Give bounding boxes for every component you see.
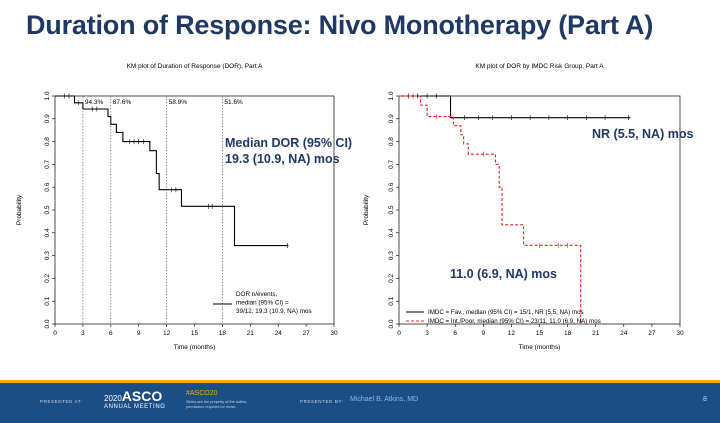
x-tick-label: 0 <box>397 330 401 337</box>
presenter-name: Michael B. Atkins, MD <box>350 396 419 403</box>
x-tick-label: 15 <box>191 330 199 337</box>
x-tick-label: 24 <box>620 330 628 337</box>
x-axis-label: Time (months) <box>174 344 216 351</box>
x-tick-label: 24 <box>275 330 283 337</box>
y-axis-label: Probability <box>16 194 23 225</box>
y-tick-label: 0.5 <box>44 205 51 214</box>
x-tick-label: 3 <box>425 330 429 337</box>
poor-median-annotation: 11.0 (6.9, NA) mos <box>450 267 557 281</box>
plot-frame <box>54 95 335 325</box>
landmark-label: 87.6% <box>113 99 132 106</box>
x-tick-label: 3 <box>81 330 85 337</box>
dor-km-chart: KM plot of Duration of Response (DOR), P… <box>8 56 358 376</box>
legend-text: 39/12, 19.3 (10.9, NA) mos <box>236 308 312 315</box>
y-tick-label: 0.5 <box>388 205 395 214</box>
y-tick-label: 0.7 <box>388 160 395 169</box>
landmark-label: 58.9% <box>169 99 188 106</box>
asco-logo: 2020ASCO <box>104 388 162 404</box>
x-tick-label: 12 <box>508 330 516 337</box>
y-tick-label: 0.0 <box>44 319 51 328</box>
y-tick-label: 1.0 <box>388 91 395 100</box>
y-tick-label: 0.9 <box>388 114 395 123</box>
footer-accent-stripe <box>0 380 720 383</box>
median-annotation: 19.3 (10.9, NA) mos <box>225 152 340 166</box>
legend-text: DOR n/events, <box>236 291 278 298</box>
landmark-label: 94.3% <box>85 99 104 106</box>
y-tick-label: 0.8 <box>44 137 51 146</box>
x-tick-label: 18 <box>564 330 572 337</box>
y-tick-label: 0.9 <box>44 114 51 123</box>
logo-year: 2020 <box>104 394 122 403</box>
logo-brand: ASCO <box>121 388 163 404</box>
y-tick-label: 0.0 <box>388 319 395 328</box>
landmark-label: 51.6% <box>224 99 243 106</box>
legend-text: IMDC = Int./Poor, median (95% CI) = 23/1… <box>428 318 601 325</box>
x-tick-label: 30 <box>676 330 684 337</box>
x-tick-label: 9 <box>137 330 141 337</box>
y-tick-label: 0.6 <box>44 182 51 191</box>
y-tick-label: 0.8 <box>388 137 395 146</box>
meeting-name: ANNUAL MEETING <box>104 404 166 410</box>
legend-text: IMDC = Fav., median (95% CI) = 15/1, NR … <box>428 309 584 316</box>
y-tick-label: 0.2 <box>388 274 395 283</box>
x-axis-label: Time (months) <box>519 344 561 351</box>
y-tick-label: 0.7 <box>44 160 51 169</box>
page-number: 8 <box>703 396 707 403</box>
km-curve-2 <box>399 95 582 324</box>
y-tick-label: 0.4 <box>388 228 395 237</box>
dor-km-plot: KM plot of Duration of Response (DOR), P… <box>16 63 352 351</box>
x-tick-label: 21 <box>592 330 600 337</box>
permission-note: Slides are the property of the author, p… <box>186 400 248 409</box>
x-tick-label: 6 <box>453 330 457 337</box>
imdc-km-plot: KM plot of DOR by IMDC Risk Group, Part … <box>363 63 693 351</box>
imdc-km-chart: KM plot of DOR by IMDC Risk Group, Part … <box>358 56 712 376</box>
x-tick-label: 0 <box>53 330 57 337</box>
y-tick-label: 0.1 <box>44 296 51 305</box>
footer-bar <box>0 383 720 423</box>
hashtag: #ASCO20 <box>186 390 218 397</box>
km-curve-1 <box>399 95 631 119</box>
x-tick-label: 15 <box>536 330 544 337</box>
y-tick-label: 0.3 <box>388 251 395 260</box>
km-curve-1 <box>55 95 289 247</box>
chart-title: KM plot of Duration of Response (DOR), P… <box>127 63 263 70</box>
chart-title: KM plot of DOR by IMDC Risk Group, Part … <box>475 63 604 70</box>
legend-text: median (95% CI) = <box>236 300 289 307</box>
x-tick-label: 9 <box>481 330 485 337</box>
x-tick-label: 21 <box>247 330 255 337</box>
y-tick-label: 0.1 <box>388 296 395 305</box>
fav-median-annotation: NR (5.5, NA) mos <box>592 127 693 141</box>
y-tick-label: 0.4 <box>44 228 51 237</box>
x-tick-label: 30 <box>330 330 338 337</box>
x-tick-label: 18 <box>219 330 227 337</box>
median-annotation: Median DOR (95% CI) <box>225 136 352 150</box>
x-tick-label: 6 <box>109 330 113 337</box>
y-tick-label: 1.0 <box>44 91 51 100</box>
presented-at-label: PRESENTED AT: <box>40 399 83 404</box>
presented-by-label: PRESENTED BY: <box>300 399 344 404</box>
x-tick-label: 27 <box>302 330 310 337</box>
y-tick-label: 0.2 <box>44 274 51 283</box>
x-tick-label: 12 <box>163 330 171 337</box>
x-tick-label: 27 <box>648 330 656 337</box>
y-tick-label: 0.3 <box>44 251 51 260</box>
slide-title: Duration of Response: Nivo Monotherapy (… <box>26 10 654 40</box>
y-tick-label: 0.6 <box>388 182 395 191</box>
y-axis-label: Probability <box>363 194 370 225</box>
